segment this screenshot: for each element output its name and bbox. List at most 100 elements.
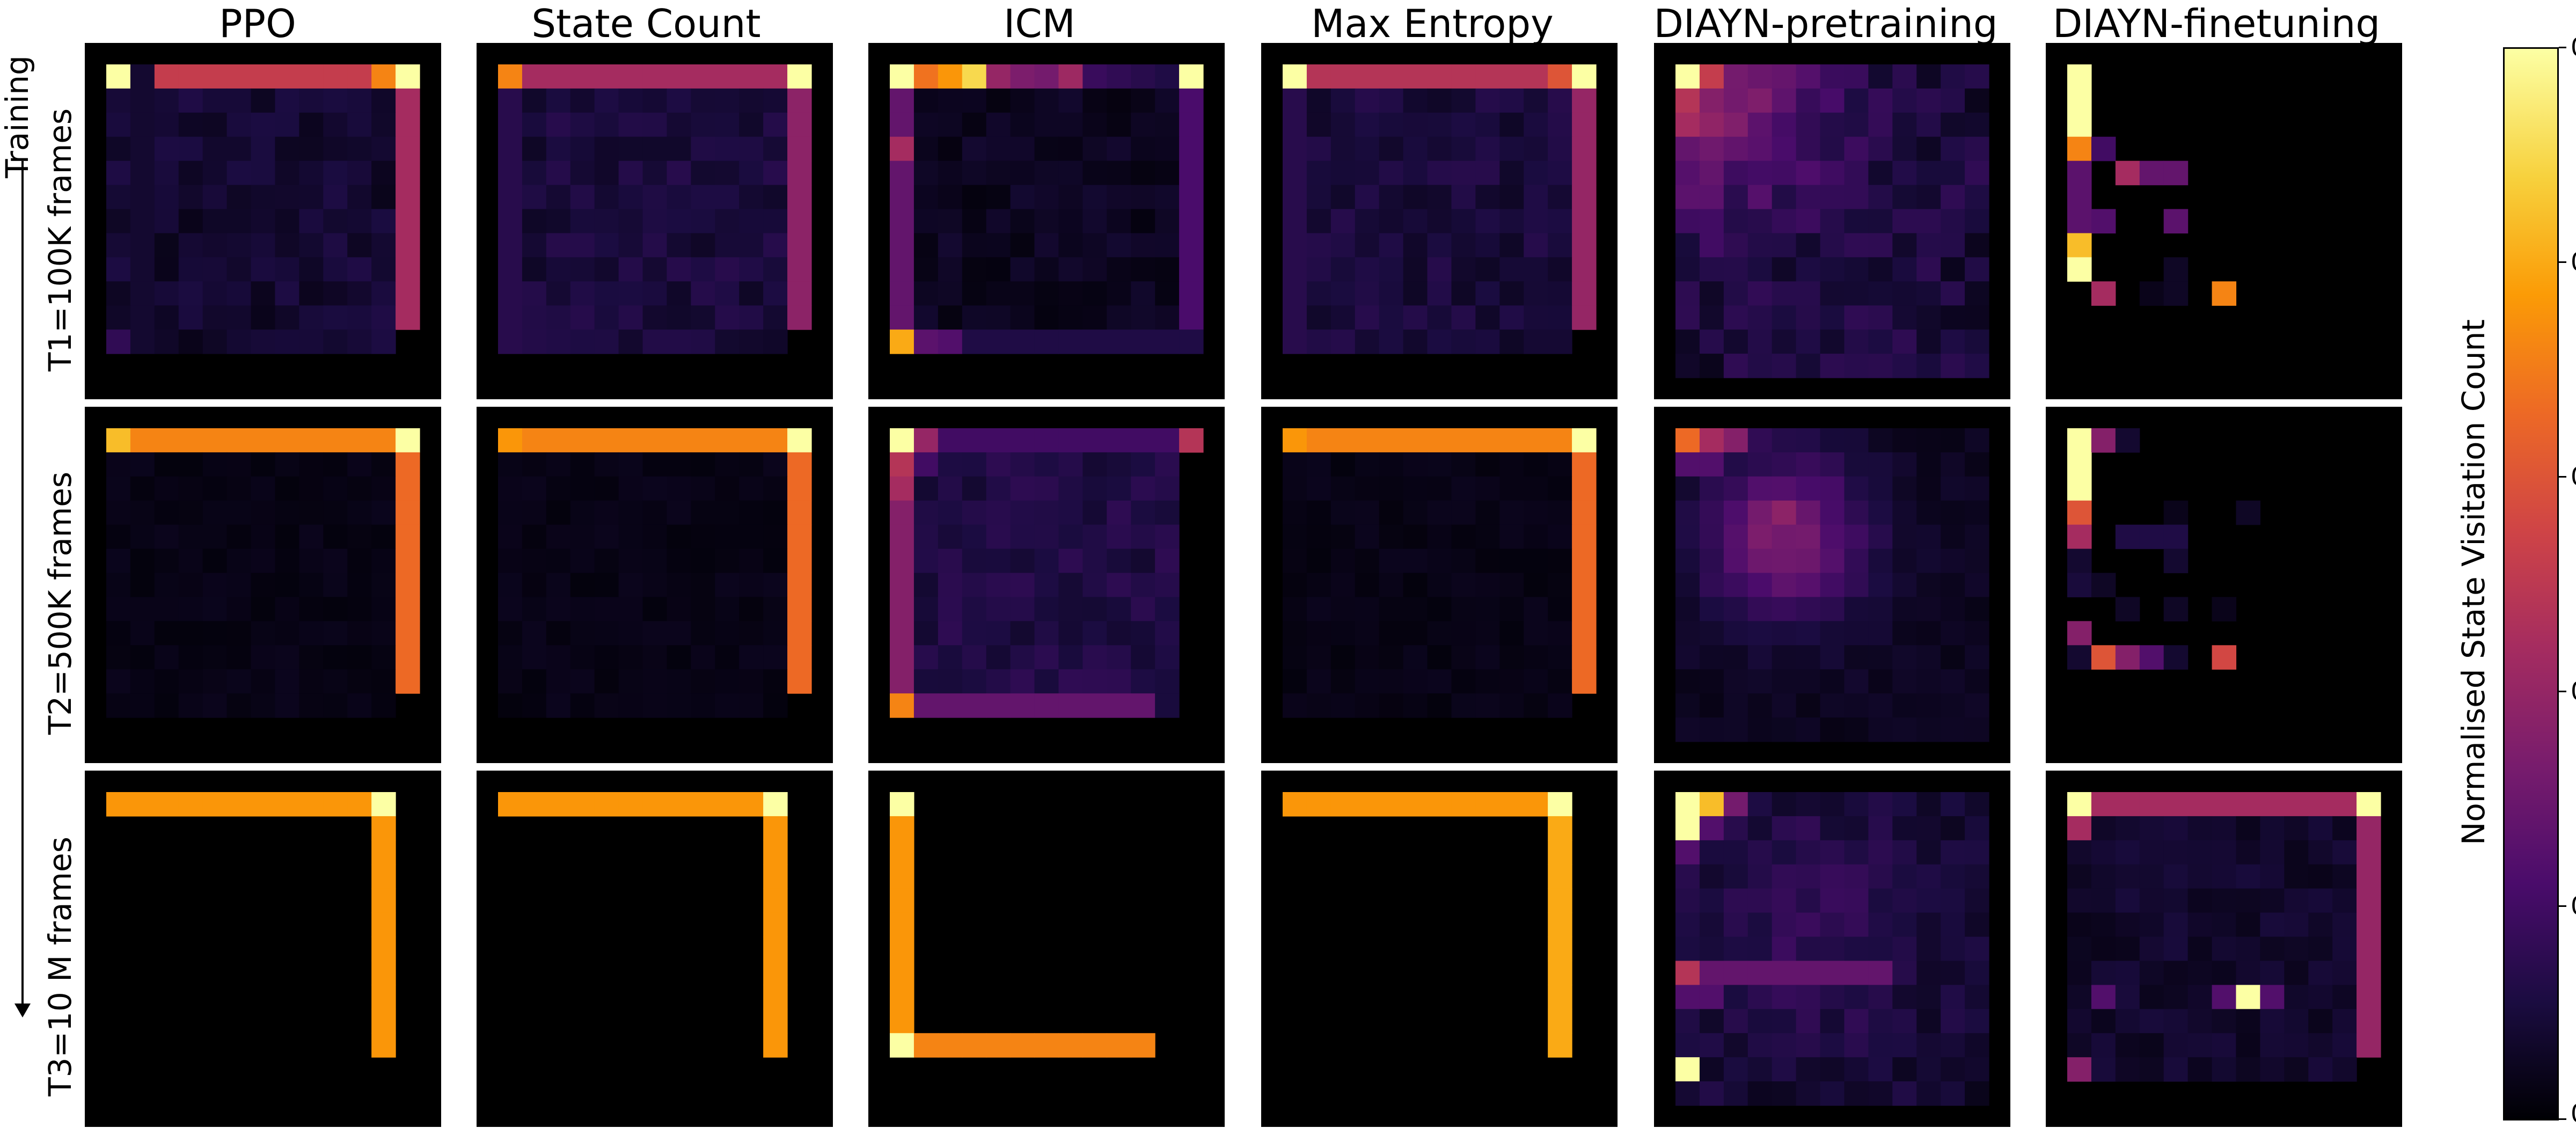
heatmap-cell xyxy=(1427,428,1452,453)
heatmap-cell xyxy=(1868,160,1893,186)
heatmap-cell xyxy=(1675,209,1700,234)
heatmap-cell xyxy=(691,573,715,598)
heatmap-cell xyxy=(2260,816,2285,841)
heatmap-cell xyxy=(787,452,812,477)
heatmap-cell xyxy=(1723,112,1748,137)
heatmap-cell xyxy=(1723,524,1748,550)
heatmap-cell xyxy=(1916,88,1941,113)
heatmap-cell xyxy=(1747,354,1773,378)
heatmap-cell xyxy=(154,160,179,186)
heatmap-cell xyxy=(1548,840,1572,865)
heatmap-cell xyxy=(2115,524,2140,550)
heatmap-cell xyxy=(1355,136,1380,162)
heatmap-cell xyxy=(106,476,131,501)
heatmap-cell xyxy=(1699,645,1724,670)
heatmap-cell xyxy=(1723,1033,1748,1058)
heatmap-cell xyxy=(106,209,131,234)
heatmap-cell xyxy=(1379,64,1404,89)
heatmap-cell xyxy=(1131,112,1155,137)
heatmap-cell xyxy=(275,305,299,330)
heatmap-cell xyxy=(178,669,203,694)
heatmap-cell xyxy=(1941,305,1965,330)
heatmap-cell xyxy=(1283,64,1307,89)
heatmap-cell xyxy=(1427,88,1452,113)
heatmap-cell xyxy=(1844,329,1869,354)
heatmap-cell xyxy=(962,524,987,550)
heatmap-cell xyxy=(1475,112,1500,137)
heatmap-cell xyxy=(130,452,155,477)
heatmap-cell xyxy=(1475,548,1500,574)
heatmap-cell xyxy=(1451,476,1476,501)
heatmap-cell xyxy=(371,329,396,354)
heatmap-cell xyxy=(1306,573,1331,598)
heatmap-cell xyxy=(938,281,963,306)
heatmap-cell xyxy=(396,476,420,501)
heatmap-cell xyxy=(2284,961,2309,985)
heatmap-cell xyxy=(1451,64,1476,89)
heatmap-cell xyxy=(1675,160,1700,186)
heatmap-cell xyxy=(299,209,324,234)
heatmap-cell xyxy=(1082,693,1107,718)
heatmap-cell xyxy=(2067,912,2092,937)
heatmap-cell xyxy=(1082,185,1107,210)
heatmap-cell xyxy=(275,621,299,646)
heatmap-cell xyxy=(1699,573,1724,598)
heatmap-cell xyxy=(323,452,348,477)
heatmap-cell xyxy=(1965,961,1989,985)
heatmap-cell xyxy=(1868,88,1893,113)
heatmap-cell xyxy=(2067,185,2092,210)
heatmap-cell xyxy=(1155,136,1180,162)
heatmap-cell xyxy=(1892,840,1917,865)
heatmap-cell xyxy=(1796,305,1821,330)
heatmap-cell xyxy=(299,548,324,574)
heatmap-cell xyxy=(396,524,420,550)
heatmap-svg xyxy=(1283,792,1572,1058)
heatmap-cell xyxy=(570,693,595,718)
heatmap-cell xyxy=(1058,476,1083,501)
heatmap-cell xyxy=(1403,329,1428,354)
heatmap-cell xyxy=(1844,452,1869,477)
heatmap-cell xyxy=(1941,864,1965,889)
heatmap-cell xyxy=(1820,985,1845,1009)
heatmap-cell xyxy=(371,864,396,889)
heatmap-cell xyxy=(938,476,963,501)
heatmap-cell xyxy=(1675,112,1700,137)
heatmap-cell xyxy=(1892,573,1917,598)
heatmap-cell xyxy=(618,233,643,258)
heatmap-cell xyxy=(1723,985,1748,1009)
heatmap-cell xyxy=(1941,88,1965,113)
heatmap-cell xyxy=(2163,597,2189,621)
heatmap-cell xyxy=(1155,573,1180,598)
heatmap-cell xyxy=(1820,428,1845,453)
heatmap-cell xyxy=(962,548,987,574)
heatmap-cell xyxy=(1306,452,1331,477)
heatmap-cell xyxy=(1403,597,1428,621)
heatmap-cell xyxy=(130,112,155,137)
heatmap-cell xyxy=(2163,1009,2189,1034)
heatmap-cell xyxy=(299,136,324,162)
heatmap-cell xyxy=(1820,524,1845,550)
heatmap-cell xyxy=(371,936,396,962)
heatmap-cell xyxy=(1965,329,1989,354)
heatmap-cell xyxy=(1941,816,1965,841)
heatmap-cell xyxy=(546,428,571,453)
heatmap-cell xyxy=(1379,112,1404,137)
heatmap-cell xyxy=(1306,112,1331,137)
heatmap-cell xyxy=(202,500,228,525)
heatmap-cell xyxy=(1403,645,1428,670)
heatmap-cell xyxy=(913,233,939,258)
heatmap-cell xyxy=(2357,961,2381,985)
heatmap-cell xyxy=(323,645,348,670)
heatmap-cell xyxy=(1306,64,1331,89)
heatmap-cell xyxy=(1965,209,1989,234)
heatmap-cell xyxy=(1330,524,1356,550)
heatmap-cell xyxy=(2357,912,2381,937)
heatmap-cell xyxy=(2163,1033,2189,1058)
heatmap-cell xyxy=(1844,816,1869,841)
heatmap-cell xyxy=(347,428,372,453)
heatmap-cell xyxy=(130,305,155,330)
heatmap-cell xyxy=(1675,500,1700,525)
heatmap-cell xyxy=(202,693,228,718)
heatmap-cell xyxy=(667,64,691,89)
heatmap-cell xyxy=(763,669,788,694)
